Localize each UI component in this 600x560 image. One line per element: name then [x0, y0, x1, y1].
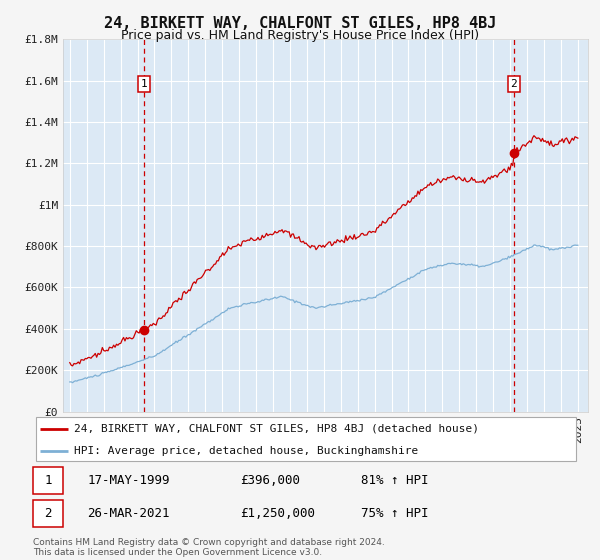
- Text: Price paid vs. HM Land Registry's House Price Index (HPI): Price paid vs. HM Land Registry's House …: [121, 29, 479, 42]
- Text: 1: 1: [44, 474, 52, 487]
- Text: £1,250,000: £1,250,000: [241, 507, 316, 520]
- FancyBboxPatch shape: [36, 417, 576, 461]
- Text: Contains HM Land Registry data © Crown copyright and database right 2024.
This d: Contains HM Land Registry data © Crown c…: [33, 538, 385, 557]
- FancyBboxPatch shape: [33, 500, 63, 526]
- Text: £396,000: £396,000: [241, 474, 301, 487]
- Text: 75% ↑ HPI: 75% ↑ HPI: [361, 507, 428, 520]
- Text: 24, BIRKETT WAY, CHALFONT ST GILES, HP8 4BJ: 24, BIRKETT WAY, CHALFONT ST GILES, HP8 …: [104, 16, 496, 31]
- Text: 81% ↑ HPI: 81% ↑ HPI: [361, 474, 428, 487]
- Text: 26-MAR-2021: 26-MAR-2021: [88, 507, 170, 520]
- Text: 1: 1: [140, 79, 148, 89]
- Text: 24, BIRKETT WAY, CHALFONT ST GILES, HP8 4BJ (detached house): 24, BIRKETT WAY, CHALFONT ST GILES, HP8 …: [74, 424, 479, 434]
- Text: 17-MAY-1999: 17-MAY-1999: [88, 474, 170, 487]
- FancyBboxPatch shape: [33, 468, 63, 494]
- Text: HPI: Average price, detached house, Buckinghamshire: HPI: Average price, detached house, Buck…: [74, 446, 418, 455]
- Text: 2: 2: [511, 79, 517, 89]
- Text: 2: 2: [44, 507, 52, 520]
